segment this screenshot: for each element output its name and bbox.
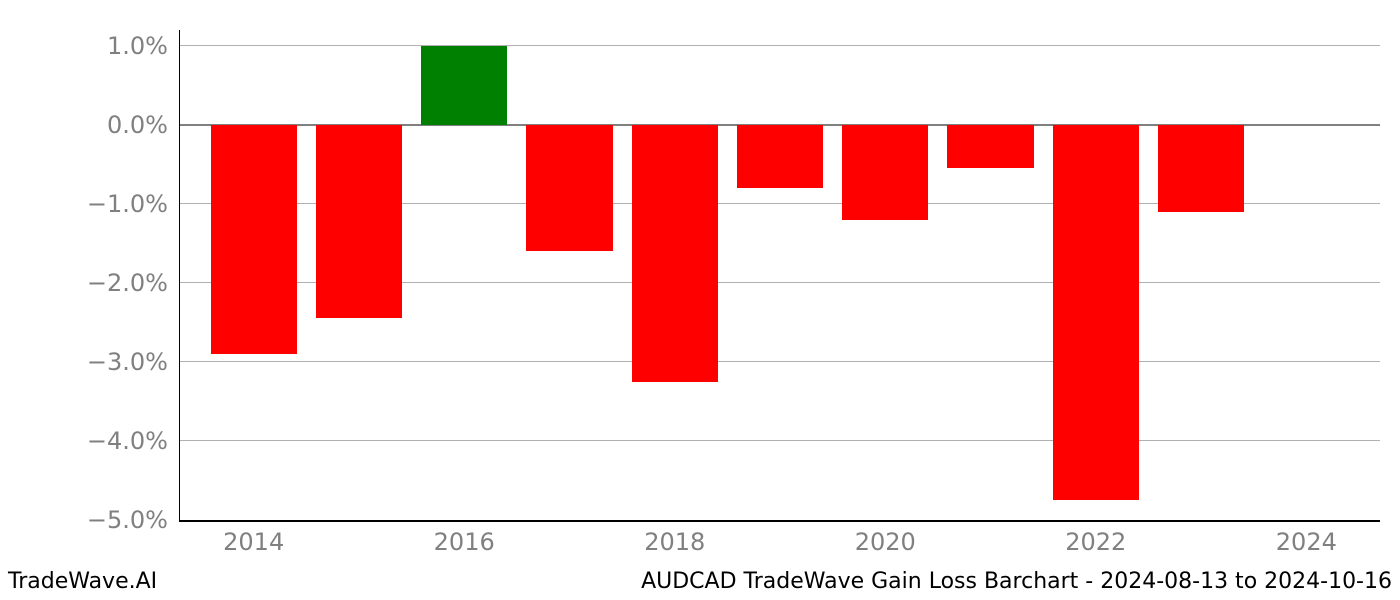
bar: [421, 46, 507, 125]
x-tick-label: 2022: [1065, 528, 1126, 556]
y-gridline: [180, 440, 1380, 441]
x-tick-label: 2014: [223, 528, 284, 556]
y-gridline: [180, 361, 1380, 362]
bar: [316, 125, 402, 319]
bar: [737, 125, 823, 188]
y-tick-label: −3.0%: [87, 348, 168, 376]
y-tick-label: 1.0%: [107, 32, 168, 60]
footer-left-text: TradeWave.AI: [8, 569, 157, 594]
gain-loss-barchart: TradeWave.AI AUDCAD TradeWave Gain Loss …: [0, 0, 1400, 600]
y-axis-spine: [179, 30, 181, 520]
x-tick-label: 2020: [855, 528, 916, 556]
bar: [947, 125, 1033, 168]
bar: [1053, 125, 1139, 500]
y-tick-label: −5.0%: [87, 506, 168, 534]
x-tick-label: 2018: [644, 528, 705, 556]
bar: [211, 125, 297, 354]
bar: [1158, 125, 1244, 212]
bar: [632, 125, 718, 382]
y-tick-label: 0.0%: [107, 111, 168, 139]
y-tick-label: −1.0%: [87, 190, 168, 218]
footer-right-text: AUDCAD TradeWave Gain Loss Barchart - 20…: [641, 569, 1392, 594]
y-gridline: [180, 45, 1380, 46]
bar: [526, 125, 612, 251]
x-tick-label: 2024: [1276, 528, 1337, 556]
bar: [842, 125, 928, 220]
y-tick-label: −4.0%: [87, 427, 168, 455]
x-tick-label: 2016: [434, 528, 495, 556]
y-tick-label: −2.0%: [87, 269, 168, 297]
x-axis-spine: [179, 520, 1381, 522]
